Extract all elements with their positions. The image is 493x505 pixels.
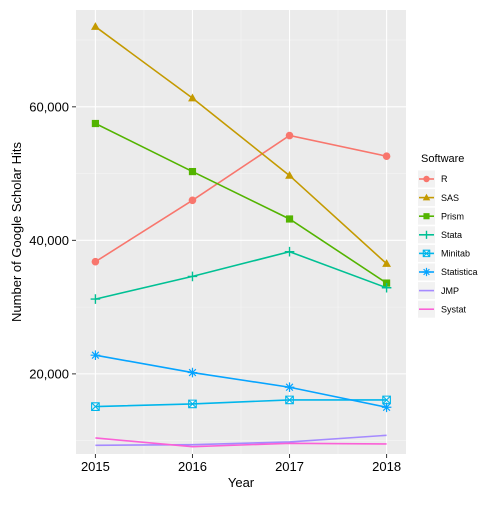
x-tick-label: 2017 [275,459,304,474]
data-point-prism [286,215,293,222]
legend-item-stata: Stata [418,226,462,243]
data-point-statistica [285,382,295,392]
data-point-r [383,152,391,160]
y-axis-title: Number of Google Scholar Hits [9,142,24,322]
data-point-prism [92,120,99,127]
legend-label-systat: Systat [441,304,467,314]
legend-title: Software [421,153,464,165]
legend-key-marker-prism [423,213,429,219]
data-point-r [286,132,294,140]
legend-label-stata: Stata [441,230,462,240]
data-point-r [189,196,197,204]
legend-item-sas: SAS [418,189,459,206]
legend-item-statistica: Statistica [418,264,478,281]
legend-label-minitab: Minitab [441,249,470,259]
legend-item-r: R [418,171,448,188]
legend-item-jmp: JMP [418,282,459,299]
x-tick-label: 2018 [372,459,401,474]
legend-item-systat: Systat [418,301,467,318]
y-tick-label: 60,000 [29,99,69,114]
legend-label-prism: Prism [441,211,464,221]
y-tick-label: 20,000 [29,366,69,381]
data-point-statistica [188,368,198,378]
y-tick-label: 40,000 [29,233,69,248]
legend: Software R SAS Prism Stata Minitab Statistica… [418,153,478,318]
legend-label-statistica: Statistica [441,267,478,277]
legend-label-r: R [441,174,448,184]
x-tick-label: 2016 [178,459,207,474]
data-point-prism [189,168,196,175]
data-point-r [92,258,100,266]
legend-key-marker-statistica [422,268,430,276]
x-axis-title: Year [228,475,255,490]
legend-item-minitab: Minitab [418,245,470,262]
data-point-statistica [91,350,101,360]
legend-key-marker-r [423,176,429,182]
legend-label-sas: SAS [441,193,459,203]
y-axis: 20,000 40,000 60,000 [29,99,76,381]
x-axis: 2015 2016 2017 2018 [81,454,401,474]
data-point-statistica [382,402,392,412]
legend-label-jmp: JMP [441,286,459,296]
x-tick-label: 2015 [81,459,110,474]
legend-item-prism: Prism [418,208,464,225]
